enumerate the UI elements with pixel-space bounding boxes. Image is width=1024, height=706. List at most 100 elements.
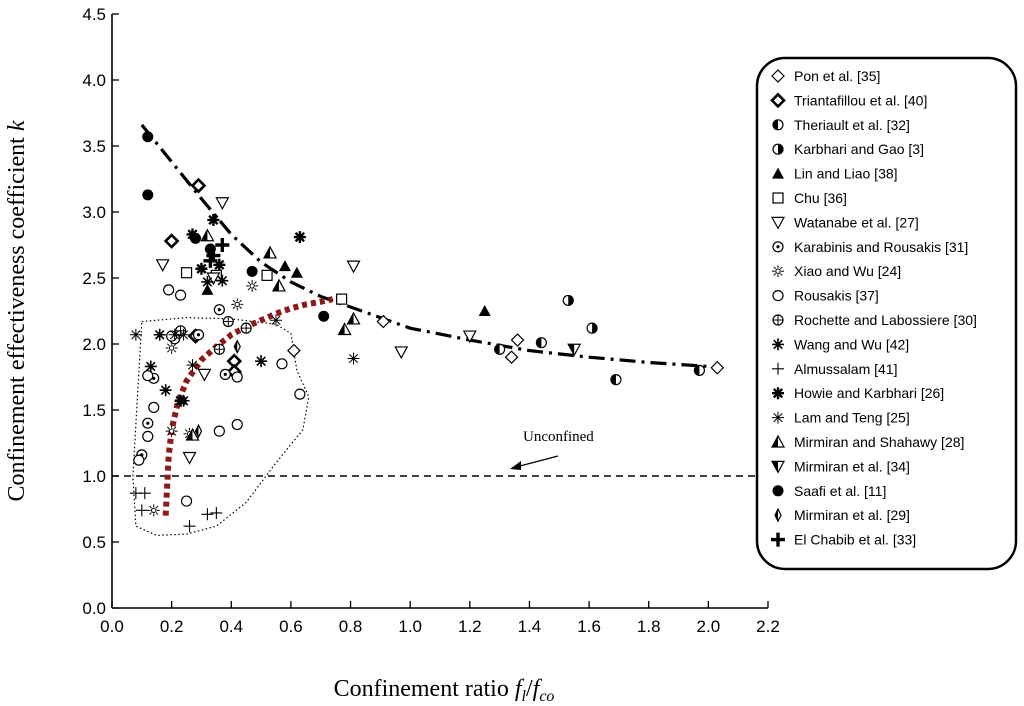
data-point (148, 401, 160, 413)
legend-label: Watanabe et al. [27] (794, 214, 919, 230)
legend-item: Watanabe et al. [27] (770, 214, 919, 230)
data-point (195, 262, 208, 275)
legend-label: Theriault et al. [32] (794, 117, 910, 133)
data-point (261, 269, 273, 281)
data-point (142, 430, 154, 442)
legend-item: Saafi et al. [11] (772, 483, 886, 499)
data-point (142, 131, 154, 143)
data-point (159, 384, 172, 397)
data-point (535, 337, 547, 349)
data-point (174, 289, 187, 301)
legend-item: Wang and Wu [42] (772, 336, 909, 352)
data-point (165, 341, 178, 354)
legend-item: Rochette and Labossiere [30] (772, 312, 977, 328)
data-point (376, 314, 391, 329)
x-tick-label: 0.2 (160, 617, 184, 636)
legend-label: Mirmiran et al. [34] (794, 458, 910, 474)
legend-label: Almussalam [41] (794, 361, 897, 377)
data-point (182, 451, 197, 465)
legend-marker (772, 119, 784, 131)
legend-label: Mirmiran and Shahawy [28] (794, 434, 964, 450)
legend-label: Pon et al. [35] (794, 68, 880, 84)
legend-item: Karbhari and Gao [3] (772, 141, 924, 157)
data-point (201, 275, 214, 288)
trend-curves (112, 123, 768, 537)
x-axis-title: Confinement ratio fl/fco (334, 676, 555, 705)
data-point (270, 314, 282, 327)
data-point (203, 253, 218, 268)
legend-label: Rochette and Labossiere [30] (794, 312, 977, 328)
x-tick-label: 0.8 (339, 617, 363, 636)
unconfined-annotation: Unconfined (510, 429, 594, 470)
data-point (222, 315, 234, 328)
data-point (201, 283, 214, 295)
data-point (213, 258, 226, 271)
legend-item: Chu [36] (772, 190, 847, 206)
data-point (562, 294, 574, 307)
x-tick-label: 0.4 (219, 617, 243, 636)
data-point (129, 328, 142, 341)
data-point (142, 370, 154, 382)
data-point (142, 417, 154, 429)
legend-marker (771, 69, 785, 83)
data-point (186, 359, 199, 372)
legend-label: Rousakis [37] (794, 288, 879, 304)
legend-item: Pon et al. [35] (771, 68, 880, 84)
legend-item: Mirmiran et al. [34] (770, 458, 910, 474)
data-point (462, 330, 477, 344)
data-point (180, 495, 193, 507)
data-point (278, 260, 291, 272)
legend-marker (772, 314, 784, 326)
data-point (290, 266, 303, 278)
data-point (213, 343, 225, 355)
legend-item: Karabinis and Rousakis [31] (772, 239, 968, 255)
data-point (246, 265, 258, 277)
legend: Pon et al. [35] Triantafillou et al. [40]… (755, 56, 1018, 571)
data-point (142, 189, 154, 201)
data-point (276, 358, 288, 370)
legend-item: El Chabib et al. [33] (771, 532, 916, 548)
legend-marker (774, 507, 782, 523)
data-point (207, 213, 220, 226)
data-point (194, 423, 203, 439)
data-point (346, 311, 361, 325)
legend-item: Triantafillou et al. [40] (770, 92, 927, 108)
plot-area: 0.0 0.2 0.4 0.6 0.8 1.0 1.2 1.4 1.6 1.8 2.0 2.2 0.0… (82, 5, 779, 636)
legend-marker (772, 338, 784, 351)
data-point (246, 279, 259, 292)
y-axis-title-var: k (4, 120, 30, 131)
data-point (346, 260, 361, 274)
data-point (166, 330, 178, 342)
svg-text:Confinement ratio fl/fco: Confinement ratio fl/fco (334, 676, 555, 705)
annotation-label: Unconfined (523, 429, 594, 445)
data-point (180, 267, 193, 279)
data-point (478, 305, 491, 316)
legend-marker (771, 532, 785, 547)
legend-item: Theriault et al. [32] (772, 117, 910, 133)
data-point (165, 425, 178, 438)
data-point (494, 343, 506, 355)
y-tick-label: 3.0 (82, 203, 106, 222)
data-point (183, 520, 196, 533)
y-tick-label: 2.5 (82, 269, 106, 288)
data-point (133, 454, 145, 466)
y-tick-label: 1.0 (82, 467, 106, 486)
legend-marker (772, 387, 784, 400)
legend-label: Chu [36] (794, 190, 847, 206)
legend-marker (772, 362, 784, 375)
data-point (155, 259, 170, 273)
data-point (271, 278, 286, 292)
legend-item: Rousakis [37] (772, 288, 879, 304)
x-tick-label: 0.6 (279, 617, 303, 636)
legend-marker (772, 411, 784, 424)
data-point (215, 238, 230, 252)
data-point (287, 343, 301, 358)
data-point (219, 368, 231, 380)
legend-label: Lam and Teng [25] (794, 410, 910, 426)
y-tick-label: 3.5 (82, 137, 106, 156)
y-tick-label: 1.5 (82, 401, 106, 420)
x-tick-label: 1.4 (518, 617, 542, 636)
trend-curve-black (140, 123, 709, 369)
x-axis-title-slash: / (526, 676, 533, 702)
data-point (213, 425, 225, 437)
